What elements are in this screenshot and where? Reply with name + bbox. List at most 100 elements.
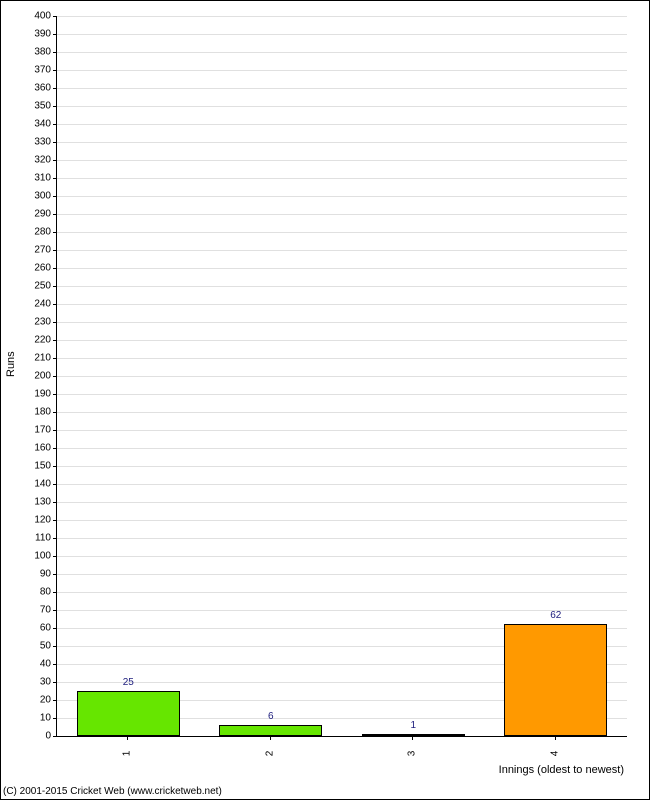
ytick-label: 170 — [11, 425, 51, 436]
gridline — [57, 556, 627, 557]
bar-value-label: 62 — [550, 610, 561, 621]
ytick-label: 0 — [11, 731, 51, 742]
ytick-mark — [53, 16, 57, 17]
ytick-mark — [53, 556, 57, 557]
ytick-label: 280 — [11, 227, 51, 238]
ytick-label: 70 — [11, 605, 51, 616]
gridline — [57, 52, 627, 53]
ytick-label: 360 — [11, 83, 51, 94]
ytick-mark — [53, 628, 57, 629]
ytick-label: 30 — [11, 677, 51, 688]
chart-container: 256162 Runs Innings (oldest to newest) (… — [0, 0, 650, 800]
gridline — [57, 430, 627, 431]
gridline — [57, 214, 627, 215]
ytick-label: 110 — [11, 533, 51, 544]
gridline — [57, 124, 627, 125]
ytick-mark — [53, 52, 57, 53]
x-axis-label: Innings (oldest to newest) — [499, 764, 624, 776]
gridline — [57, 160, 627, 161]
ytick-label: 120 — [11, 515, 51, 526]
xtick-mark — [270, 736, 271, 740]
ytick-label: 210 — [11, 353, 51, 364]
ytick-label: 140 — [11, 479, 51, 490]
ytick-label: 330 — [11, 137, 51, 148]
ytick-mark — [53, 394, 57, 395]
ytick-mark — [53, 322, 57, 323]
gridline — [57, 322, 627, 323]
ytick-label: 190 — [11, 389, 51, 400]
gridline — [57, 16, 627, 17]
ytick-label: 250 — [11, 281, 51, 292]
gridline — [57, 232, 627, 233]
gridline — [57, 178, 627, 179]
ytick-label: 300 — [11, 191, 51, 202]
ytick-label: 270 — [11, 245, 51, 256]
ytick-label: 340 — [11, 119, 51, 130]
ytick-label: 50 — [11, 641, 51, 652]
xtick-label: 3 — [407, 744, 418, 764]
ytick-label: 150 — [11, 461, 51, 472]
ytick-mark — [53, 448, 57, 449]
bar-value-label: 6 — [268, 711, 274, 722]
ytick-mark — [53, 232, 57, 233]
ytick-mark — [53, 736, 57, 737]
xtick-label: 4 — [549, 744, 560, 764]
ytick-mark — [53, 520, 57, 521]
ytick-mark — [53, 268, 57, 269]
gridline — [57, 142, 627, 143]
ytick-label: 290 — [11, 209, 51, 220]
ytick-mark — [53, 430, 57, 431]
xtick-mark — [412, 736, 413, 740]
gridline — [57, 196, 627, 197]
ytick-mark — [53, 538, 57, 539]
ytick-label: 230 — [11, 317, 51, 328]
gridline — [57, 268, 627, 269]
ytick-mark — [53, 664, 57, 665]
copyright-text: (C) 2001-2015 Cricket Web (www.cricketwe… — [3, 786, 222, 797]
gridline — [57, 412, 627, 413]
ytick-mark — [53, 700, 57, 701]
ytick-label: 10 — [11, 713, 51, 724]
gridline — [57, 502, 627, 503]
ytick-label: 390 — [11, 29, 51, 40]
ytick-label: 370 — [11, 65, 51, 76]
ytick-mark — [53, 574, 57, 575]
ytick-label: 220 — [11, 335, 51, 346]
gridline — [57, 88, 627, 89]
ytick-mark — [53, 142, 57, 143]
ytick-mark — [53, 682, 57, 683]
ytick-label: 240 — [11, 299, 51, 310]
ytick-label: 80 — [11, 587, 51, 598]
gridline — [57, 484, 627, 485]
ytick-mark — [53, 358, 57, 359]
gridline — [57, 520, 627, 521]
plot-area: 256162 — [56, 16, 627, 737]
gridline — [57, 340, 627, 341]
gridline — [57, 304, 627, 305]
gridline — [57, 286, 627, 287]
bar-value-label: 25 — [123, 677, 134, 688]
ytick-mark — [53, 106, 57, 107]
gridline — [57, 394, 627, 395]
ytick-label: 260 — [11, 263, 51, 274]
ytick-mark — [53, 610, 57, 611]
ytick-label: 350 — [11, 101, 51, 112]
ytick-mark — [53, 34, 57, 35]
ytick-mark — [53, 502, 57, 503]
ytick-mark — [53, 304, 57, 305]
bar — [504, 624, 607, 736]
ytick-mark — [53, 466, 57, 467]
xtick-label: 2 — [264, 744, 275, 764]
gridline — [57, 574, 627, 575]
ytick-mark — [53, 214, 57, 215]
ytick-label: 40 — [11, 659, 51, 670]
ytick-label: 160 — [11, 443, 51, 454]
ytick-mark — [53, 484, 57, 485]
ytick-mark — [53, 178, 57, 179]
ytick-mark — [53, 646, 57, 647]
ytick-mark — [53, 196, 57, 197]
bar — [77, 691, 180, 736]
xtick-mark — [127, 736, 128, 740]
gridline — [57, 448, 627, 449]
ytick-label: 90 — [11, 569, 51, 580]
